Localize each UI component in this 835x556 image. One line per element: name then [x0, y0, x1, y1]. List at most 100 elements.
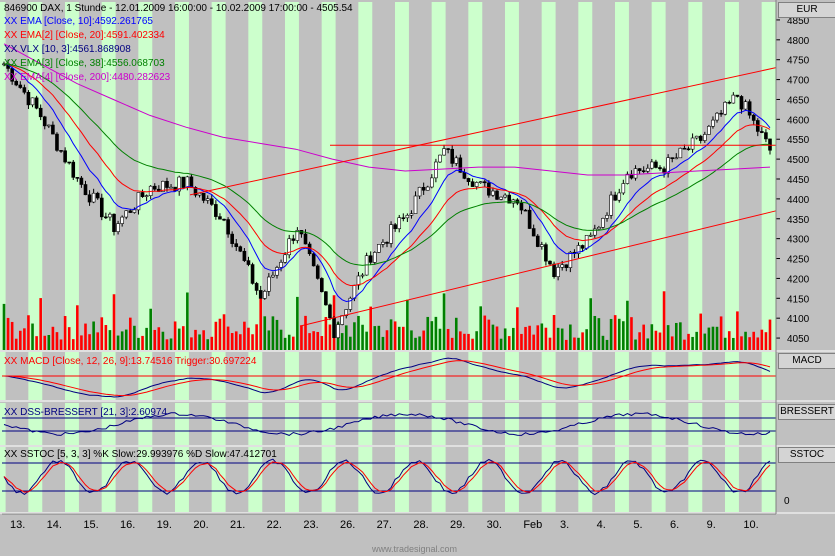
macd-line [3, 357, 771, 398]
candle-body [165, 180, 169, 188]
volume-bar [96, 332, 100, 350]
volume-bar [243, 321, 246, 350]
candle-body [417, 186, 422, 197]
y-tick-label: 4200 [787, 274, 810, 285]
volume-bar [601, 335, 605, 350]
session-stripe [468, 2, 483, 350]
candle-body [112, 213, 116, 232]
session-stripe [688, 403, 703, 445]
volume-bar [495, 326, 499, 350]
volume-bar [650, 324, 654, 350]
candle-body [377, 244, 381, 253]
macd-trigger-line [4, 360, 771, 397]
volume-bar [304, 315, 307, 350]
volume-bar [556, 327, 560, 350]
candle-body [59, 150, 63, 152]
candle-body [209, 198, 214, 205]
candle-body [540, 244, 544, 247]
candle-body [140, 192, 145, 197]
x-tick-label: 10. [743, 519, 758, 531]
session-stripe [175, 2, 189, 350]
candle-body [617, 192, 622, 201]
y-tick-label: 4400 [787, 195, 810, 206]
legend-vlx: XX VLX [10, 3]:4561.868908 [4, 44, 131, 55]
session-stripe [138, 403, 153, 445]
session-stripe [65, 403, 79, 445]
candle-body [128, 210, 133, 213]
volume-bar [406, 299, 409, 350]
legend-ema200: XX EMA[4] [Close, 200]:4480.282623 [4, 72, 171, 83]
volume-bar [768, 319, 772, 350]
volume-bar [275, 319, 279, 350]
session-stripe [725, 2, 739, 350]
macd-legend: XX MACD [Close, 12, 26, 9]:13.74516 Trig… [4, 356, 257, 367]
candle-body [328, 304, 332, 319]
candle-body [242, 250, 247, 261]
candle-body [83, 184, 88, 196]
candle-body [576, 245, 581, 254]
candle-body [262, 291, 267, 299]
candle-body [95, 192, 100, 199]
volume-bar [218, 318, 222, 350]
volume-bar [560, 328, 564, 350]
session-stripe [688, 2, 703, 350]
session-stripe [615, 403, 629, 445]
candle-body [108, 213, 112, 218]
volume-bar [169, 338, 173, 350]
candle-body [42, 116, 47, 127]
volume-bar [564, 339, 568, 350]
session-stripe [285, 2, 299, 350]
volume-bar [2, 303, 6, 350]
x-tick-label: 15. [83, 519, 98, 531]
candle-body [625, 173, 630, 184]
volume-bar [198, 334, 201, 350]
x-tick-label: 4. [597, 519, 606, 531]
volume-bar [617, 318, 621, 350]
volume-bar [430, 321, 434, 350]
volume-bar [630, 317, 633, 350]
volume-bar [634, 339, 637, 350]
volume-bar [84, 323, 87, 350]
candle-body [181, 176, 186, 188]
candle-body [499, 196, 503, 200]
volume-bar [544, 327, 548, 350]
volume-bar [239, 334, 242, 350]
session-stripe [101, 2, 116, 350]
volume-bar [707, 327, 711, 350]
volume-bar [450, 337, 454, 350]
candle-body [177, 176, 182, 192]
session-stripe [505, 403, 519, 445]
volume-bar [727, 331, 731, 350]
volume-bar [479, 306, 483, 350]
candle-body [466, 178, 471, 182]
candle-body [580, 245, 585, 249]
candle-body [523, 209, 528, 212]
candle-body [246, 260, 251, 265]
volume-bar [719, 316, 723, 350]
candle-body [654, 161, 658, 168]
volume-bar [291, 336, 295, 350]
session-stripe [615, 2, 629, 350]
volume-bar [67, 327, 71, 350]
candle-body [75, 177, 80, 179]
volume-bar [666, 325, 670, 350]
currency-label: EUR [778, 2, 835, 18]
volume-bar [393, 321, 397, 350]
volume-bar [214, 321, 218, 350]
candle-body [275, 267, 279, 276]
volume-bar [129, 317, 132, 350]
candle-body [609, 194, 613, 216]
volume-bar [385, 330, 389, 350]
volume-bar [752, 331, 756, 350]
volume-bar [55, 332, 59, 350]
candle-body [731, 94, 736, 104]
candle-body [397, 217, 402, 230]
candle-body [446, 148, 450, 150]
candle-body [707, 125, 711, 135]
candle-body [214, 204, 218, 217]
volume-bar [320, 336, 324, 350]
session-stripe [761, 403, 776, 445]
candle-body [588, 234, 593, 237]
watermark: www.tradesignal.com [372, 544, 458, 554]
